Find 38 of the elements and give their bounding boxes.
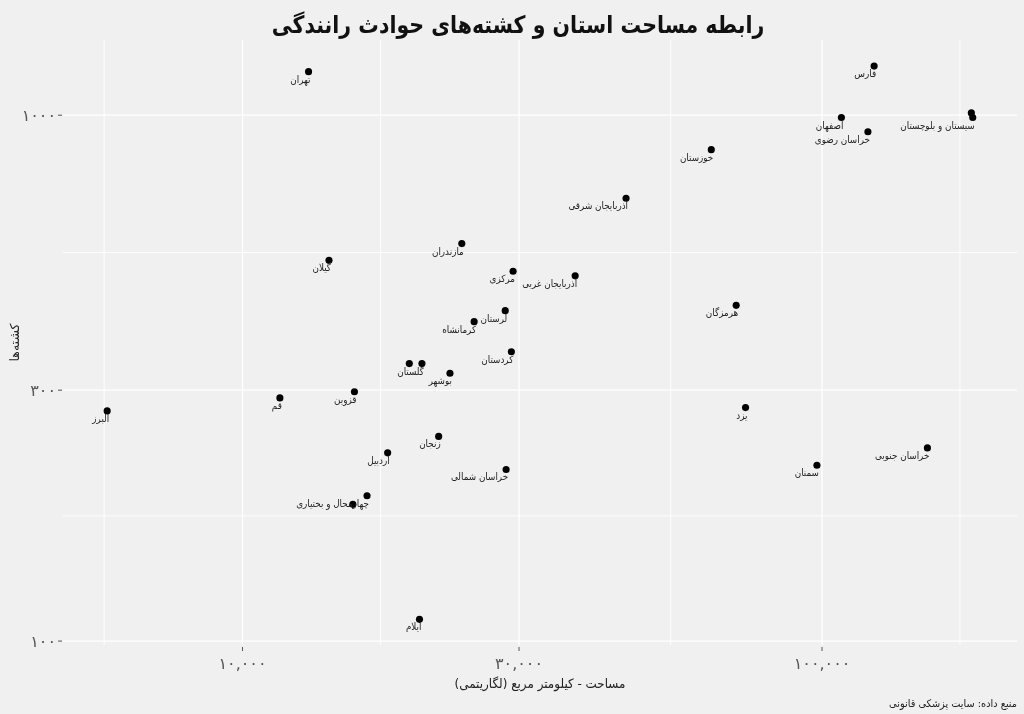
annotation: لرستان [480,312,508,324]
annotation: اردبیل [367,454,390,466]
y-axis-title: کشته‌ها [7,323,22,362]
annotation: اصفهان [815,118,844,131]
annotation: خراسان رضوی [814,133,871,145]
x-axis-title: مساحت - کیلومتر مربع (لگاریتمی) [454,675,626,693]
annotation: گیلان [312,261,332,274]
annotation: قزوین [334,393,357,405]
x-tick-label: ۳۰,۰۰۰ [494,654,544,673]
annotation: گلستان [397,365,425,377]
annotation: آذربایجان شرقی [568,199,629,212]
annotation: خراسان شمالی [450,470,509,483]
x-tick-label: ۱۰۰,۰۰۰ [793,654,851,673]
annotation: کردستان [481,353,514,365]
annotation: کرمانشاه [442,323,477,335]
annotation: سیستان و بلوچستان [900,118,975,131]
annotation: آذربایجان غربی [522,277,578,289]
annotation: یزد [736,409,748,421]
annotation: هرمزگان [705,306,739,319]
annotation: ایلام [405,620,422,633]
y-tick-label: ۱۰۰ [30,631,56,651]
annotation: مرکزی [489,272,516,285]
annotation: خراسان جنوبی [874,449,930,462]
annotation: فارس [854,67,877,80]
annotation: زنجان [419,437,441,450]
y-tick-label: ۱۰۰۰ [21,105,56,125]
annotation: تهران [290,73,311,85]
text: منبع داده: سایت پزشکی قانونی [889,697,1017,711]
annotation: البرز [91,412,110,424]
x-tick-label: ۱۰,۰۰۰ [218,654,267,673]
annotation: قم [271,399,282,413]
annotation: سمنان [794,466,820,479]
chart-title: رابطه مساحت استان و کشته‌های حوادث رانندگی [271,10,765,40]
y-tick-label: ۳۰۰ [30,380,56,400]
annotation: چهارمحال و بختیاری [296,497,370,509]
annotation: مازندران [431,245,464,257]
annotation: بوشهر [427,374,452,387]
annotation: خوزستان [679,151,714,163]
